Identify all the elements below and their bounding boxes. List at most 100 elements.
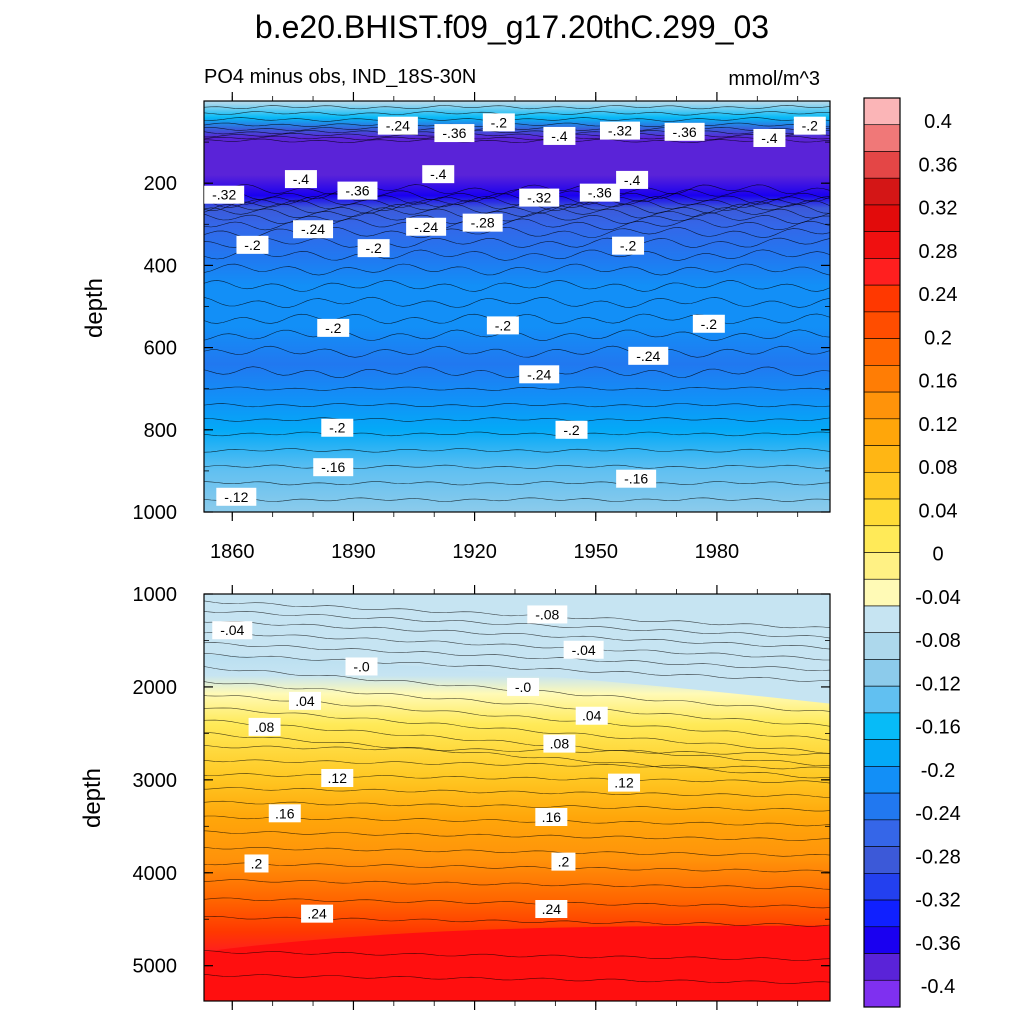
contour-label-text: .12 xyxy=(614,775,634,791)
contour-line xyxy=(204,631,830,661)
contour-line xyxy=(204,386,830,391)
colorbar-box xyxy=(863,712,901,740)
contour-label: -.4 xyxy=(543,126,576,145)
lower-frame xyxy=(203,593,831,1002)
contour-label-box xyxy=(486,316,519,335)
contour-label-text: -.24 xyxy=(301,221,325,237)
contour-line xyxy=(204,249,830,261)
contour-label-text: -.32 xyxy=(608,123,632,139)
colorbar-box xyxy=(863,659,901,687)
contour-label-text: -.4 xyxy=(293,171,310,187)
contour-label-text: -.4 xyxy=(761,130,778,146)
x-tick-label: 1860 xyxy=(210,541,255,563)
upper-y-label: depth xyxy=(81,278,108,338)
contour-label: -.24 xyxy=(519,365,560,384)
colorbar-label: 0.4 xyxy=(924,111,952,133)
contour-label-text: -.36 xyxy=(345,183,369,199)
contour-label-text: -.2 xyxy=(325,320,342,336)
colorbar-box xyxy=(863,124,901,152)
contour-label-box xyxy=(543,734,576,753)
contour-label: -.36 xyxy=(579,183,620,202)
contour-label-box xyxy=(616,170,649,189)
colorbar-label: 0.32 xyxy=(919,198,958,220)
contour-line xyxy=(204,130,830,135)
contour-label-box xyxy=(434,124,475,143)
contour-line xyxy=(204,184,830,195)
contour-line xyxy=(204,199,830,212)
contour-label-box xyxy=(628,346,669,365)
contour-line xyxy=(204,431,830,437)
contour-label-text: -.2 xyxy=(620,238,637,254)
contour-label: .04 xyxy=(575,706,608,725)
contour-label-box xyxy=(321,768,354,787)
contour-label: .16 xyxy=(535,808,568,827)
y-tick-label: 2000 xyxy=(133,677,178,699)
contour-label-box xyxy=(321,418,354,437)
contour-label-box xyxy=(535,900,568,919)
contour-label: .24 xyxy=(535,900,568,919)
colorbar-frame xyxy=(863,97,901,1008)
contour-line xyxy=(204,759,830,770)
contour-label-text: -.24 xyxy=(527,366,551,382)
colorbar-label: 0.2 xyxy=(924,327,952,349)
contour-label: .08 xyxy=(543,734,576,753)
contour-label-text: .2 xyxy=(251,855,263,871)
contour-label-box xyxy=(216,487,257,506)
contour-line xyxy=(204,652,830,682)
colorbar-box xyxy=(863,899,901,928)
colorbar-box xyxy=(863,632,901,660)
contour-label-text: -.08 xyxy=(535,606,559,622)
contour-label-text: -.4 xyxy=(551,128,568,144)
y-tick-label: 5000 xyxy=(133,956,178,978)
colorbar-label: -0.36 xyxy=(915,933,961,955)
contour-line xyxy=(204,464,830,469)
lower-contour-lines xyxy=(204,600,830,984)
contour-label-box xyxy=(244,854,269,873)
contour-label: -.36 xyxy=(337,181,378,200)
contour-line xyxy=(204,448,830,453)
contour-label: -.32 xyxy=(599,121,640,140)
contour-label-text: .24 xyxy=(307,906,327,922)
colorbar-box xyxy=(863,605,901,634)
colorbar-label: -0.24 xyxy=(915,803,961,825)
contour-label-box xyxy=(345,657,378,676)
lower-negative-region xyxy=(204,594,830,704)
colorbar-box xyxy=(863,525,901,553)
upper-x-axis: 1860 1890 1920 1950 1980 xyxy=(210,92,799,563)
contour-label-text: .2 xyxy=(558,854,570,870)
contour-label-box xyxy=(204,185,245,204)
colorbar-box xyxy=(863,151,901,179)
contour-label: -.0 xyxy=(345,657,378,676)
contour-label: -.08 xyxy=(527,605,568,624)
contour-label-box xyxy=(753,128,786,147)
contour-label-box xyxy=(284,170,317,189)
contour-label: -.24 xyxy=(293,220,334,239)
colorbar-label: 0.28 xyxy=(919,241,958,263)
contour-line xyxy=(204,681,830,727)
contour-label-box xyxy=(555,420,588,439)
contour-label: -.24 xyxy=(628,346,669,365)
lower-y-axis: 1000 2000 3000 4000 5000 xyxy=(133,584,830,978)
contour-label: -.2 xyxy=(321,418,354,437)
contour-line xyxy=(204,403,830,408)
contour-label: -.36 xyxy=(434,124,475,143)
colorbar-box xyxy=(863,873,901,901)
contour-label: .04 xyxy=(288,691,321,710)
contour-line xyxy=(204,974,830,984)
contour-label-box xyxy=(482,113,515,132)
contour-label-text: -.2 xyxy=(329,420,346,436)
contour-label-text: -.16 xyxy=(624,471,648,487)
colorbar-label: -0.2 xyxy=(921,760,955,782)
contour-label-box xyxy=(293,220,334,239)
colorbar-box xyxy=(863,284,901,313)
contour-line xyxy=(204,621,830,650)
upper-panel: 200 400 600 800 1000 1860 1890 1920 1950 1980 de… xyxy=(81,92,831,563)
colorbar-box xyxy=(863,418,901,446)
colorbar-box xyxy=(863,552,901,580)
contour-label-box xyxy=(527,605,568,624)
contour-label-text: -.36 xyxy=(588,185,612,201)
contour-label-box xyxy=(793,116,826,135)
contour-label-text: -.24 xyxy=(414,219,438,235)
contour-label: -.4 xyxy=(616,170,649,189)
